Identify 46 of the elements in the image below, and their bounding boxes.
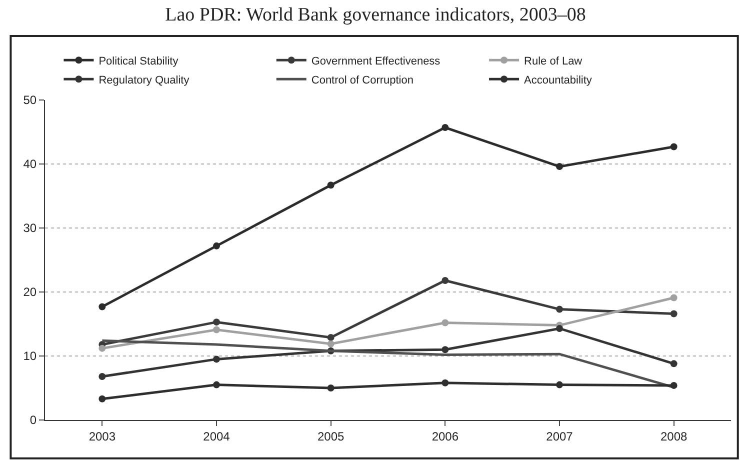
point [213, 381, 220, 388]
point [327, 182, 334, 189]
point [213, 318, 220, 326]
point [556, 306, 563, 313]
point [670, 382, 678, 389]
x-tick-label: 2008 [660, 429, 688, 444]
legend-label: Political Stability [98, 55, 179, 68]
x-tick-label: 2003 [88, 429, 116, 444]
point [213, 326, 220, 334]
legend-label: Rule of Law [524, 55, 582, 68]
point [442, 124, 449, 132]
point [670, 294, 678, 302]
y-tick-label: 40 [23, 157, 37, 172]
x-tick-label: 2004 [203, 429, 230, 444]
point [98, 344, 106, 352]
chart-title: Lao PDR: World Bank governance indicators, 2003–08 [165, 4, 586, 26]
point [327, 340, 334, 348]
point [556, 163, 563, 170]
x-tick-label: 2005 [317, 429, 344, 444]
y-tick-label: 10 [23, 349, 37, 364]
point [213, 242, 220, 250]
point [442, 346, 449, 354]
point [670, 143, 678, 150]
point [442, 276, 449, 284]
y-tick-label: 20 [23, 285, 37, 300]
y-tick-label: 0 [30, 413, 37, 428]
legend-label: Control of Corruption [311, 74, 414, 86]
legend-label: Government Effectiveness [311, 55, 441, 68]
point [98, 395, 106, 402]
point [98, 372, 106, 380]
point [556, 381, 563, 388]
point [327, 384, 334, 392]
point [670, 310, 678, 318]
point [327, 334, 334, 341]
legend-label: Accountability [524, 74, 592, 86]
point [213, 356, 220, 363]
y-tick-label: 30 [23, 221, 37, 236]
point [442, 379, 449, 386]
x-tick-label: 2007 [546, 429, 574, 444]
point [556, 324, 563, 332]
point [98, 303, 106, 310]
point [670, 360, 678, 368]
point [442, 319, 449, 326]
x-tick-label: 2006 [432, 429, 459, 444]
legend-label: Regulatory Quality [98, 74, 190, 86]
y-tick-label: 50 [23, 93, 37, 108]
